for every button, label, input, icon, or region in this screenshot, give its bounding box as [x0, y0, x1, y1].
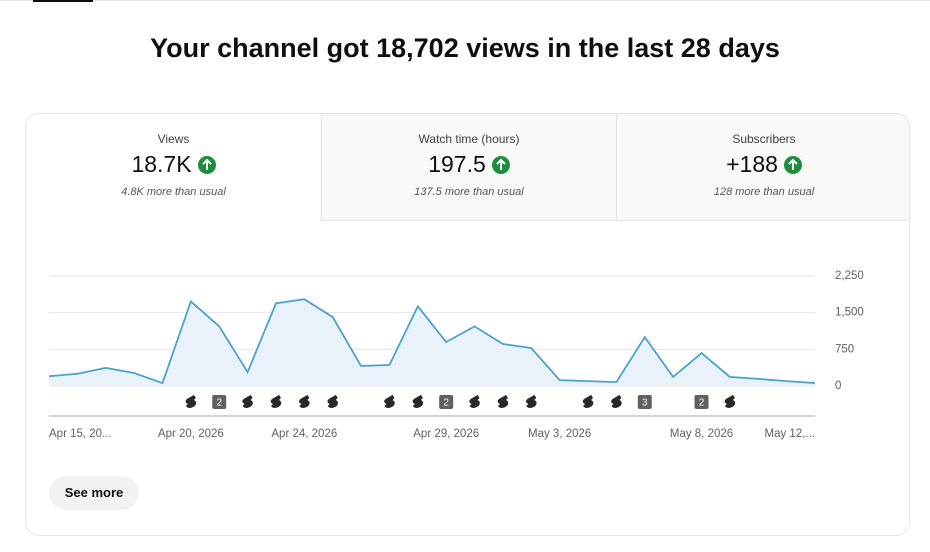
x-tick-label: May 3, 2026 [528, 428, 591, 440]
metric-note: 4.8K more than usual [121, 186, 226, 198]
tab-indicator [33, 0, 93, 2]
analytics-card: Views 18.7K 4.8K more than usual Watch t… [25, 113, 910, 536]
up-icon [491, 155, 510, 174]
metric-note: 128 more than usual [713, 186, 815, 198]
metric-value: 18.7K [131, 151, 192, 177]
upload-count-badge [637, 395, 652, 409]
x-tick-label: Apr 15, 20... [49, 428, 112, 440]
shorts-icon [412, 394, 424, 408]
shorts-icon [384, 394, 395, 408]
upload-count-badge [212, 395, 227, 409]
shorts-icon [242, 394, 253, 408]
shorts-icon [724, 394, 736, 408]
metric-label: Watch time (hours) [418, 132, 520, 146]
line [48, 298, 816, 385]
y-tick-label: 0 [835, 380, 841, 392]
y-tick-label: 1,500 [835, 307, 864, 319]
shorts-icon [497, 394, 509, 408]
metric-label: Subscribers [732, 132, 796, 146]
top-border [0, 0, 930, 1]
upload-count: 2 [443, 398, 449, 409]
up-icon [197, 155, 216, 174]
upload-count-badge [694, 395, 709, 409]
shorts-icon [582, 394, 594, 408]
see-more-button[interactable]: See more [49, 476, 139, 510]
x-tick-label: Apr 29, 2026 [413, 428, 479, 440]
shorts-icon [526, 394, 537, 408]
y-tick-label: 2,250 [835, 270, 864, 282]
shorts-icon [611, 394, 622, 408]
metric-tab[interactable]: Views 18.7K 4.8K more than usual [26, 114, 321, 221]
x-tick-label: Apr 20, 2026 [158, 428, 224, 440]
upload-count-badge [439, 395, 454, 409]
shorts-icon [469, 394, 480, 408]
shorts-icon [185, 394, 197, 408]
upload-count: 3 [642, 398, 648, 409]
x-tick-label: May 8, 2026 [670, 428, 733, 440]
page-title: Your channel got 18,702 views in the las… [150, 33, 780, 63]
shorts-icon [299, 394, 310, 408]
shorts-icon [327, 394, 338, 408]
metric-value: +188 [726, 151, 778, 177]
x-tick-label: Apr 24, 2026 [271, 428, 337, 440]
metric-tab[interactable]: Watch time (hours) 197.5 137.5 more than… [321, 114, 616, 221]
up-icon [783, 155, 802, 174]
metric-note: 137.5 more than usual [414, 186, 524, 198]
metric-tab[interactable]: Subscribers +188 128 more than usual [616, 114, 909, 221]
area [49, 299, 815, 386]
upload-count: 2 [699, 398, 705, 409]
upload-count: 2 [216, 398, 222, 409]
y-tick-label: 750 [835, 343, 854, 355]
metric-value: 197.5 [428, 151, 486, 177]
metric-label: Views [157, 132, 190, 146]
x-tick-label: May 12,... [765, 428, 816, 440]
shorts-icon [270, 394, 282, 408]
